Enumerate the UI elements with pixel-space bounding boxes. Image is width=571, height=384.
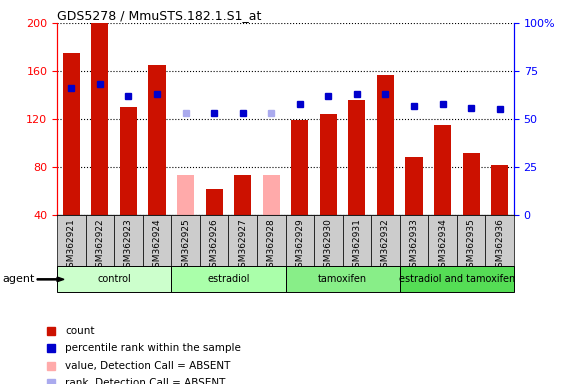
Text: GSM362931: GSM362931 [352,218,361,273]
Bar [485,215,514,286]
Text: GSM362926: GSM362926 [210,218,219,273]
Text: tamoxifen: tamoxifen [318,274,367,285]
Bar [291,120,308,215]
Bar [171,266,286,292]
Bar [463,152,480,215]
Text: GSM362935: GSM362935 [467,218,476,273]
Bar [400,215,428,286]
Text: GSM362921: GSM362921 [67,218,76,273]
Bar [200,215,228,286]
Bar [63,53,80,215]
Text: rank, Detection Call = ABSENT: rank, Detection Call = ABSENT [65,378,226,384]
Bar [263,175,280,215]
Bar [286,215,314,286]
Bar [377,74,394,215]
Bar [86,215,114,286]
Bar [206,189,223,215]
Bar [228,215,257,286]
Bar [491,165,508,215]
Text: count: count [65,326,95,336]
Text: GSM362929: GSM362929 [295,218,304,273]
Bar [148,65,166,215]
Bar [57,215,86,286]
Bar [348,100,365,215]
Text: percentile rank within the sample: percentile rank within the sample [65,343,241,354]
Text: GSM362922: GSM362922 [95,218,104,273]
Text: value, Detection Call = ABSENT: value, Detection Call = ABSENT [65,361,231,371]
Text: GDS5278 / MmuSTS.182.1.S1_at: GDS5278 / MmuSTS.182.1.S1_at [57,9,262,22]
Text: GSM362925: GSM362925 [181,218,190,273]
Bar [343,215,371,286]
Text: GSM362934: GSM362934 [438,218,447,273]
Text: agent: agent [3,274,35,285]
Bar [286,266,400,292]
Bar [434,125,451,215]
Bar [143,215,171,286]
Bar [171,215,200,286]
Text: GSM362924: GSM362924 [152,218,162,273]
Bar [314,215,343,286]
Bar [371,215,400,286]
Text: control: control [97,274,131,285]
Bar [120,107,137,215]
Bar [428,215,457,286]
Bar [57,266,171,292]
Text: estradiol: estradiol [207,274,250,285]
Bar [257,215,286,286]
Text: GSM362930: GSM362930 [324,218,333,273]
Bar [457,215,485,286]
Bar [114,215,143,286]
Text: GSM362923: GSM362923 [124,218,133,273]
Bar [405,157,423,215]
Text: GSM362933: GSM362933 [409,218,419,273]
Text: GSM362927: GSM362927 [238,218,247,273]
Text: GSM362936: GSM362936 [495,218,504,273]
Text: estradiol and tamoxifen: estradiol and tamoxifen [399,274,515,285]
Bar [234,175,251,215]
Bar [177,175,194,215]
Bar [320,114,337,215]
Text: GSM362928: GSM362928 [267,218,276,273]
Bar [91,23,108,215]
Text: GSM362932: GSM362932 [381,218,390,273]
Bar [400,266,514,292]
